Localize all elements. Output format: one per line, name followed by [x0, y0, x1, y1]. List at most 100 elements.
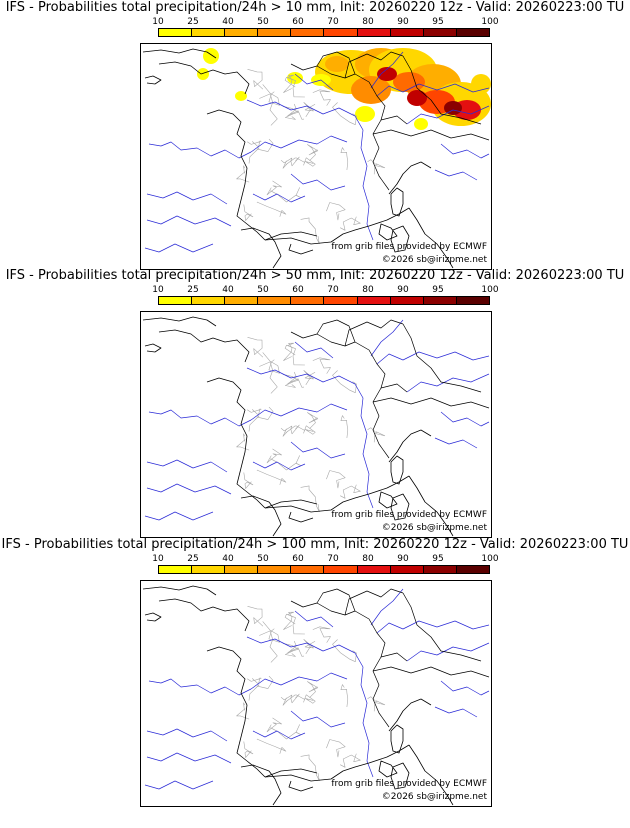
country-border: [264, 499, 318, 509]
colorscale-swatch-70: [324, 297, 358, 304]
region-boundary: [236, 433, 250, 451]
region-boundaries: [236, 606, 386, 781]
coastline: [158, 598, 250, 632]
precipitation-probability-layer: [197, 48, 491, 130]
colorscale-swatch-40: [225, 297, 259, 304]
river: [246, 636, 356, 654]
colorscale-labels: 10 25 40 50 60 70 80 90 95 100: [152, 554, 498, 564]
region-boundary: [282, 374, 299, 388]
country-borders: [264, 51, 490, 241]
region-boundary: [247, 606, 264, 627]
precipitation-cell: [325, 56, 349, 72]
river: [246, 367, 356, 385]
region-boundary: [256, 201, 287, 217]
data-source-credit: from grib files provided by ECMWF: [331, 242, 487, 252]
river: [294, 610, 334, 628]
precipitation-cell: [377, 67, 397, 81]
region-boundary: [312, 357, 331, 374]
region-boundary: [300, 485, 320, 512]
coastline: [158, 61, 250, 95]
colorscale-tick-label: 90: [397, 554, 409, 564]
river: [146, 483, 232, 495]
country-border: [264, 768, 318, 778]
colorscale-swatch-25: [192, 29, 226, 36]
colorscale-swatch-25: [192, 297, 226, 304]
region-boundary: [282, 157, 305, 169]
region-boundary: [287, 640, 305, 657]
country-border: [402, 592, 482, 662]
colorscale-tick-label: 70: [327, 285, 339, 295]
region-boundary: [300, 754, 320, 781]
region-boundary: [282, 643, 299, 657]
river: [376, 83, 490, 97]
colorscale-tick-label: 25: [187, 285, 199, 295]
river: [290, 441, 346, 459]
region-boundary: [248, 675, 274, 701]
region-boundary: [307, 412, 319, 429]
region-boundary: [256, 738, 287, 754]
river: [434, 169, 478, 181]
region-boundary: [282, 694, 305, 706]
colorscale-tick-label: 70: [327, 17, 339, 27]
colorscale-tick-label: 100: [481, 554, 499, 564]
region-boundary: [303, 639, 316, 655]
river: [146, 459, 228, 473]
region-boundary: [283, 342, 294, 361]
region-boundary: [247, 677, 262, 685]
region-boundary: [307, 144, 319, 161]
river: [354, 115, 374, 241]
colorscale-tick-label: 60: [292, 285, 304, 295]
region-boundary: [303, 694, 316, 704]
river: [290, 173, 346, 191]
region-boundary: [243, 204, 254, 221]
region-boundary: [326, 202, 346, 221]
colorscale-tick-label: 25: [187, 554, 199, 564]
precipitation-cell: [471, 74, 491, 94]
river: [144, 511, 214, 521]
sardinia-coastline: [390, 762, 410, 790]
river: [370, 588, 404, 626]
panel-title: IFS - Probabilities total precipitation/…: [5, 0, 625, 15]
river: [146, 728, 228, 742]
colorscale-swatch-10: [159, 566, 193, 573]
colorscale-tick-label: 60: [292, 17, 304, 27]
country-border: [290, 331, 390, 459]
region-boundary: [340, 147, 349, 171]
colorscale-swatch-70: [324, 566, 358, 573]
colorscale-swatch-10: [159, 297, 193, 304]
country-border: [380, 383, 408, 393]
region-boundary: [247, 69, 264, 90]
country-border: [380, 115, 408, 125]
region-boundary: [284, 344, 305, 366]
coastline: [388, 161, 432, 195]
region-boundary: [283, 74, 294, 93]
colorscale-tick-label: 100: [481, 17, 499, 27]
precipitation-cell: [444, 101, 462, 115]
region-boundary: [326, 739, 346, 758]
river: [246, 99, 356, 117]
colorscale-tick-label: 80: [362, 554, 374, 564]
data-source-credit: from grib files provided by ECMWF: [331, 510, 487, 520]
region-boundary: [307, 681, 319, 698]
region-boundary: [312, 626, 331, 643]
region-boundary: [259, 361, 278, 394]
colorscale-tick-label: 70: [327, 554, 339, 564]
region-boundary: [312, 89, 331, 106]
precipitation-cell: [235, 91, 247, 101]
region-boundaries: [236, 69, 386, 244]
precipitation-cell: [197, 68, 209, 80]
river: [146, 752, 232, 764]
coastline: [378, 223, 398, 241]
region-boundary: [332, 639, 357, 662]
colorscale-swatch-10: [159, 29, 193, 36]
coastline: [240, 227, 282, 269]
coastline: [144, 612, 162, 622]
coastline: [408, 475, 454, 537]
country-border: [316, 51, 356, 75]
region-boundary: [284, 613, 305, 635]
coastline: [388, 698, 432, 732]
copyright-credit: ©2026 sb@irizpme.net: [381, 792, 487, 802]
region-boundary: [247, 337, 264, 358]
coastline: [288, 243, 314, 255]
colorscale-tick-label: 40: [222, 554, 234, 564]
